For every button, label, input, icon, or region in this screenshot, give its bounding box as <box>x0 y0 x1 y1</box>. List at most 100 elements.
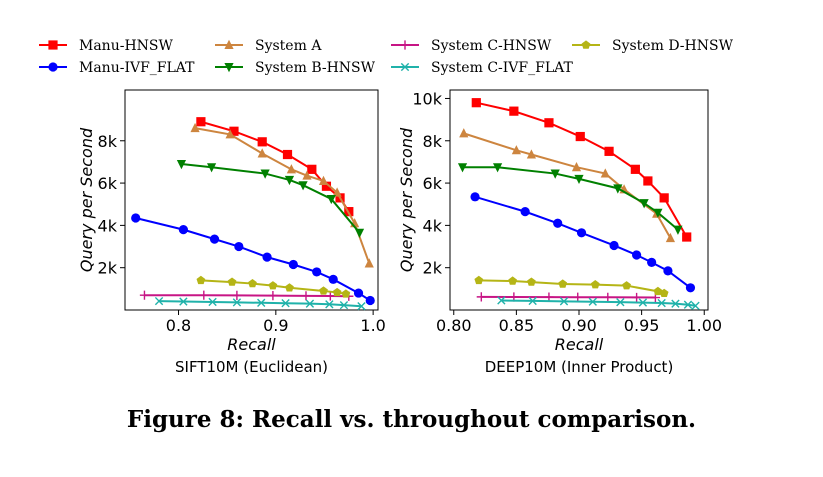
data-point-system-b-hnsw <box>207 163 217 173</box>
series-system-d-hnsw <box>196 275 351 298</box>
data-point-manu-hnsw <box>196 117 206 127</box>
data-point-system-b-hnsw <box>326 194 336 205</box>
data-point-system-d-hnsw <box>527 277 536 286</box>
data-point-system-a <box>257 148 267 158</box>
x-axis-label: Recall <box>555 335 604 354</box>
series-manu-hnsw <box>471 98 692 242</box>
x-tick-label: 0.85 <box>499 316 535 335</box>
series-line-system-c-hnsw <box>481 295 656 299</box>
series-system-b-hnsw <box>457 163 683 235</box>
data-point-system-a <box>286 164 296 174</box>
legend-marker-system-c-ivf-flat <box>400 62 410 72</box>
data-point-system-a <box>511 145 521 155</box>
data-point-manu-hnsw <box>321 181 332 191</box>
data-point-system-a <box>302 170 312 180</box>
legend-label-system-b-hnsw: System B-HNSW <box>255 60 376 76</box>
x-tick-label: 0.80 <box>436 316 472 335</box>
data-point-manu-ivf-flat <box>553 218 563 228</box>
data-point-system-a <box>600 168 610 178</box>
data-point-manu-ivf-flat <box>353 288 364 298</box>
data-point-system-c-ivf-flat <box>497 296 506 305</box>
data-point-system-b-hnsw <box>613 184 623 194</box>
data-point-system-a <box>318 175 329 185</box>
series-manu-ivf-flat <box>131 213 375 306</box>
data-point-system-d-hnsw <box>474 275 484 285</box>
data-point-system-c-hnsw <box>632 292 642 303</box>
chart-title: DEEP10M (Inner Product) <box>485 358 674 376</box>
data-point-manu-hnsw <box>604 146 614 156</box>
data-point-system-c-hnsw <box>325 291 335 301</box>
data-point-system-a <box>332 187 342 197</box>
data-point-system-a <box>665 232 676 243</box>
legend-marker-manu-hnsw <box>48 40 58 50</box>
x-tick-label: 1.0 <box>360 316 385 335</box>
y-tick-label: 8k <box>98 132 118 151</box>
data-point-system-a <box>364 258 374 268</box>
y-tick-label: 8k <box>423 132 443 151</box>
data-point-manu-hnsw <box>257 137 267 147</box>
data-point-manu-hnsw <box>659 193 669 203</box>
data-point-system-c-hnsw <box>268 291 278 301</box>
data-point-manu-ivf-flat <box>470 192 480 202</box>
data-point-system-c-hnsw <box>139 290 150 300</box>
legend-entry-system-a: System A <box>215 38 322 54</box>
data-point-system-c-hnsw <box>573 292 583 302</box>
chart-deep10m: 0.80 0.85 0.90 0.95 1.00 2k 4k 6k 8k 10k Recall Que… <box>397 89 722 376</box>
data-point-system-c-ivf-flat <box>357 302 366 311</box>
data-point-manu-hnsw <box>630 164 640 174</box>
data-point-manu-hnsw <box>509 106 519 116</box>
data-point-system-c-hnsw <box>301 291 311 301</box>
data-point-system-c-ivf-flat <box>691 301 700 310</box>
series-manu-ivf-flat <box>470 192 696 293</box>
data-point-system-c-ivf-flat <box>325 300 334 309</box>
data-point-manu-hnsw <box>229 126 239 136</box>
data-point-system-d-hnsw <box>332 287 342 297</box>
chart-sift10m: 0.8 0.9 1.0 2k 4k 6k 8k Recall Query per Second S… <box>77 89 386 376</box>
data-point-manu-ivf-flat <box>178 225 188 235</box>
data-point-system-b-hnsw <box>260 169 270 179</box>
x-axis-label: Recall <box>227 335 276 354</box>
data-point-system-c-hnsw <box>232 290 242 301</box>
data-point-system-d-hnsw <box>659 288 669 298</box>
data-point-manu-hnsw <box>544 118 554 128</box>
series-system-a <box>190 122 374 268</box>
legend-label-manu-ivf-flat: Manu-IVF_FLAT <box>79 60 195 76</box>
data-point-system-b-hnsw <box>284 175 295 186</box>
data-point-system-d-hnsw <box>227 277 237 286</box>
series-line-system-d-hnsw <box>478 279 665 295</box>
data-point-system-a <box>526 149 537 159</box>
series-system-c-hnsw <box>139 290 354 301</box>
data-point-manu-ivf-flat <box>647 257 657 268</box>
figure-caption: Figure 8: Recall vs. throughout comparis… <box>126 406 697 433</box>
data-point-system-c-ivf-flat <box>528 296 537 306</box>
legend-entry-manu-ivf-flat: Manu-IVF_FLAT <box>39 60 195 76</box>
data-point-system-b-hnsw <box>176 160 187 170</box>
data-point-system-d-hnsw <box>590 280 600 289</box>
data-point-manu-ivf-flat <box>576 228 587 238</box>
data-point-system-d-hnsw <box>508 276 517 285</box>
data-point-system-b-hnsw <box>354 228 365 238</box>
series-line-system-c-hnsw <box>144 294 349 298</box>
series-line-system-a <box>463 132 672 239</box>
legend-entry-system-c-ivf-flat: System C-IVF_FLAT <box>391 60 573 76</box>
legend-entry-system-d-hnsw: System D-HNSW <box>572 38 734 54</box>
legend-entry-system-b-hnsw: System B-HNSW <box>215 60 376 76</box>
data-point-system-c-hnsw <box>476 292 486 302</box>
data-point-system-a <box>459 128 469 138</box>
x-tick-label: 0.9 <box>263 316 288 335</box>
data-point-system-a <box>225 129 235 139</box>
y-tick-label: 2k <box>98 259 118 278</box>
series-system-a <box>459 128 676 243</box>
data-point-system-c-ivf-flat <box>281 299 290 308</box>
data-point-system-c-ivf-flat <box>657 298 666 308</box>
legend-label-system-c-hnsw: System C-HNSW <box>431 38 552 54</box>
data-point-manu-ivf-flat <box>288 259 298 270</box>
y-axis-label: Query per Second <box>77 127 96 272</box>
series-system-b-hnsw <box>176 160 365 238</box>
data-point-system-c-ivf-flat <box>559 297 569 306</box>
data-point-manu-ivf-flat <box>520 207 530 217</box>
data-point-manu-hnsw <box>471 98 481 108</box>
chart-title: SIFT10M (Euclidean) <box>175 358 328 376</box>
data-point-system-c-ivf-flat <box>305 299 315 308</box>
legend-marker-system-b-hnsw <box>224 63 234 73</box>
